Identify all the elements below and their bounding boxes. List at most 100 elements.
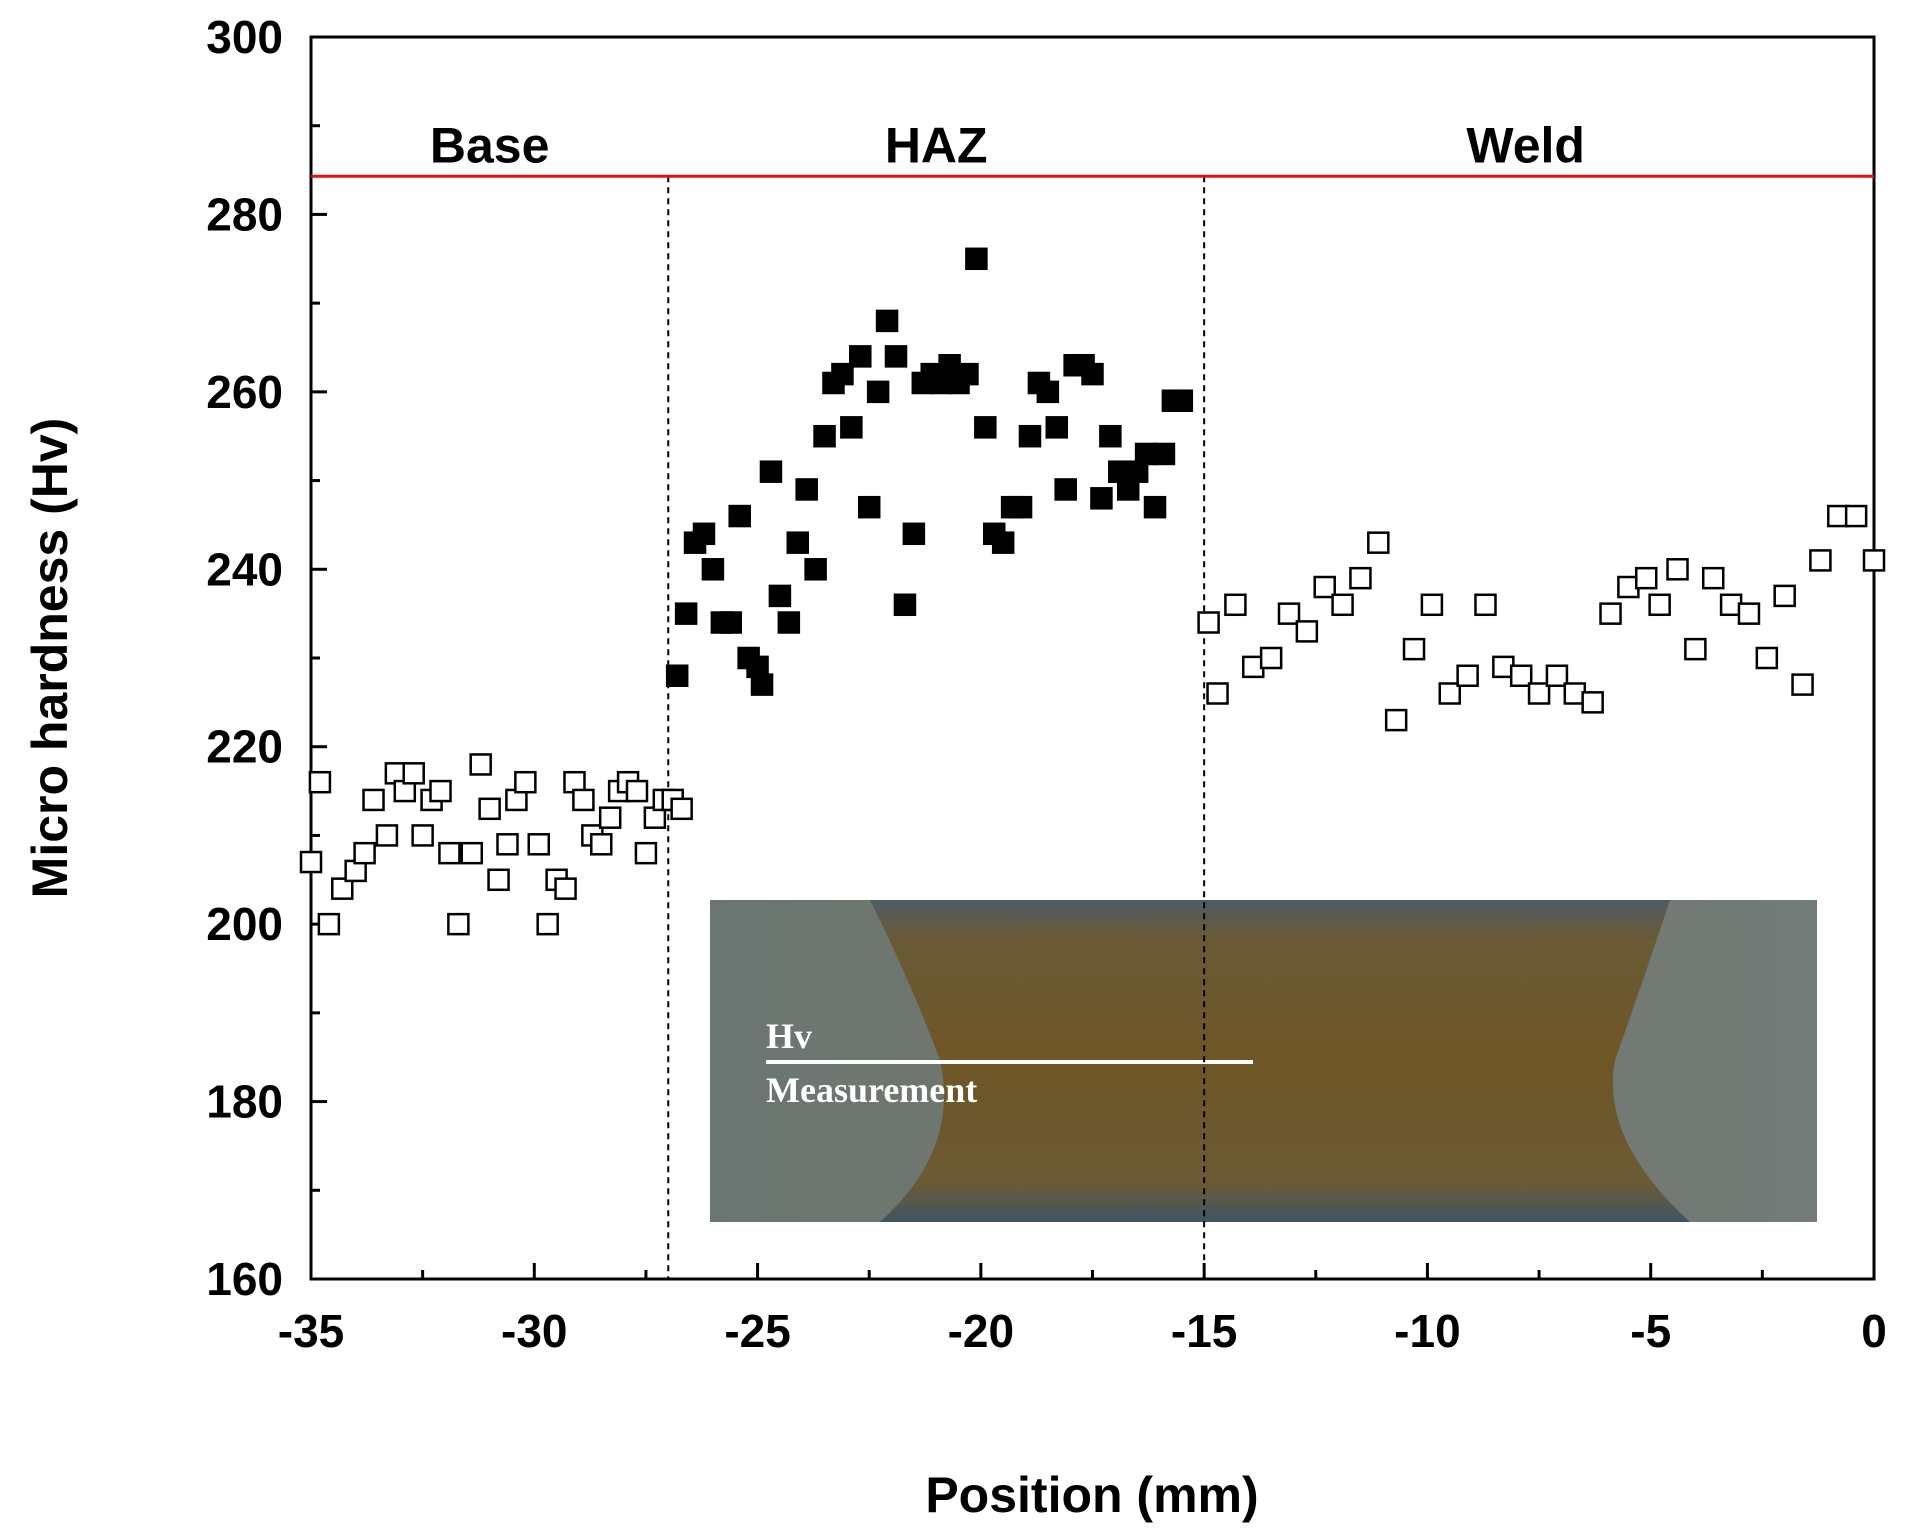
filled-square-point (1045, 416, 1069, 439)
open-square-point (590, 833, 613, 856)
filled-square-point (719, 611, 743, 634)
filled-square-point (884, 345, 908, 368)
open-square-point (1527, 682, 1551, 705)
filled-square-point (1018, 424, 1042, 448)
region-label-base: Base (430, 117, 550, 173)
filled-square-point (1090, 487, 1113, 510)
filled-square-point (965, 247, 988, 271)
open-square-point (1438, 682, 1462, 705)
inset-label-measurement: Measurement (766, 1070, 977, 1110)
filled-square-point (875, 309, 899, 333)
open-square-point (375, 824, 399, 847)
filled-square-point (991, 531, 1015, 554)
open-square-point (1791, 673, 1814, 696)
data-markers (299, 247, 1886, 936)
filled-square-point (902, 522, 926, 546)
filled-square-point (1143, 495, 1167, 519)
region-boundaries (667, 176, 1206, 1279)
open-square-point (478, 797, 501, 821)
filled-square-point (1081, 362, 1104, 386)
filled-square-point (893, 593, 917, 617)
open-square-point (1862, 549, 1886, 572)
open-square-point (1313, 575, 1336, 599)
open-square-point (1367, 531, 1390, 554)
filled-square-point (840, 416, 863, 439)
open-square-point (1456, 664, 1479, 687)
open-square-point (496, 833, 519, 856)
filled-square-point (849, 345, 872, 368)
open-square-point (411, 824, 434, 847)
open-square-point (447, 912, 470, 936)
filled-square-point (956, 362, 979, 386)
open-square-point (438, 841, 461, 865)
open-square-point (670, 797, 693, 821)
open-square-point (331, 877, 354, 900)
y-axis-title: Micro hardness (Hv) (22, 418, 78, 899)
open-square-point (1809, 549, 1832, 572)
filled-square-point (866, 380, 890, 404)
open-square-point (514, 770, 537, 794)
open-square-point (1206, 682, 1229, 705)
open-square-point (1420, 593, 1444, 617)
open-square-point (317, 912, 341, 936)
filled-square-point (1009, 495, 1033, 519)
filled-square-point (692, 522, 716, 546)
open-square-point (634, 841, 658, 865)
open-square-point (1634, 566, 1658, 590)
y-tick-label: 160 (206, 1253, 283, 1305)
x-axis-title: Position (mm) (925, 1467, 1258, 1523)
open-square-point (460, 841, 484, 865)
filled-square-point (1099, 424, 1122, 448)
open-square-point (1402, 637, 1426, 661)
y-tick-label: 200 (206, 898, 283, 950)
filled-square-point (728, 504, 751, 528)
open-square-point (1545, 664, 1569, 687)
x-tick-label: 0 (1861, 1305, 1887, 1357)
x-tick-label: -35 (278, 1305, 344, 1357)
open-square-point (572, 788, 595, 812)
open-square-point (1384, 708, 1408, 732)
open-square-point (1349, 566, 1372, 590)
open-square-point (1755, 646, 1779, 670)
open-square-point (353, 841, 376, 865)
open-square-point (1581, 691, 1604, 714)
filled-square-point (813, 424, 836, 448)
y-tick-label: 180 (206, 1076, 283, 1128)
x-tick-label: -20 (948, 1305, 1014, 1357)
region-labels: Base HAZ Weld (430, 117, 1585, 173)
filled-square-point (759, 460, 783, 483)
open-square-point (1599, 602, 1622, 625)
open-square-point (469, 753, 492, 776)
open-square-point (1701, 566, 1725, 590)
filled-square-point (857, 495, 881, 519)
open-square-point (402, 762, 425, 785)
y-tick-label: 220 (206, 721, 283, 773)
region-label-weld: Weld (1466, 117, 1585, 173)
filled-square-point (777, 611, 801, 634)
open-square-point (1197, 611, 1220, 634)
open-square-point (1737, 602, 1761, 625)
y-tick-label: 280 (206, 188, 283, 240)
x-tick-label: -15 (1171, 1305, 1237, 1357)
open-square-point (1648, 593, 1671, 617)
filled-square-point (795, 478, 818, 501)
open-square-point (1844, 504, 1868, 528)
open-square-point (1773, 584, 1796, 608)
x-tick-label: -5 (1630, 1305, 1671, 1357)
open-square-point (1509, 664, 1533, 687)
open-square-point (598, 806, 622, 829)
region-label-haz: HAZ (885, 117, 988, 173)
filled-square-point (786, 531, 810, 554)
filled-square-point (701, 558, 725, 581)
filled-square-point (674, 602, 698, 625)
open-square-point (487, 868, 510, 892)
y-tick-label: 260 (206, 366, 283, 418)
y-tick-label: 300 (206, 11, 283, 63)
filled-square-point (974, 416, 997, 439)
filled-square-point (804, 558, 827, 581)
open-square-point (362, 788, 385, 812)
axis-ticks: -35 -30 -25 -20 -15 -10 -5 0 160 180 200 220 240 260 2… (206, 11, 1887, 1357)
open-square-point (308, 770, 332, 794)
open-square-point (1259, 646, 1283, 670)
filled-square-point (1054, 478, 1077, 501)
